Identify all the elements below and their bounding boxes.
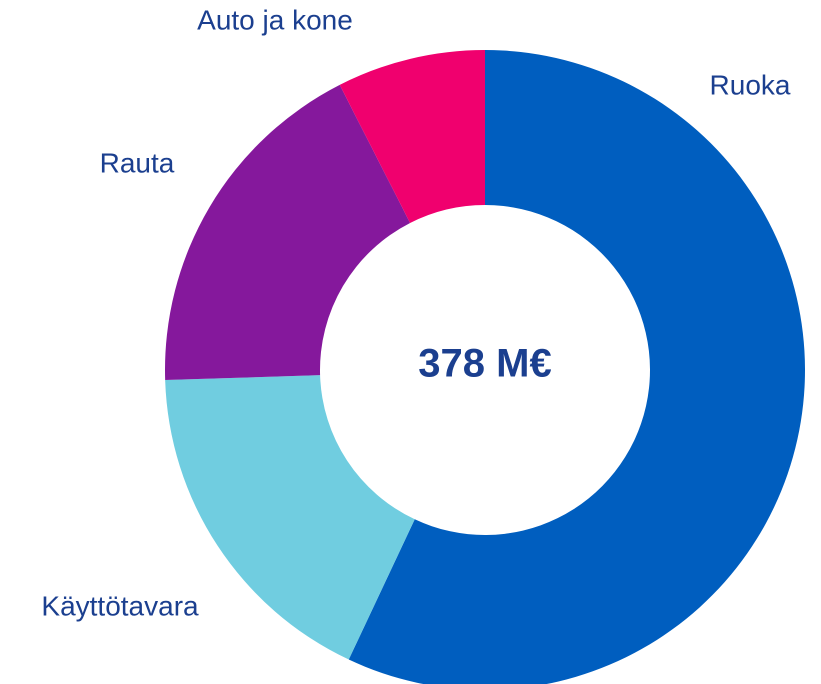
category-label: Ruoka (710, 69, 791, 100)
category-label: Auto ja kone (197, 4, 353, 35)
wedge (165, 375, 415, 660)
category-label: Käyttötavara (41, 590, 199, 621)
center-label: 378 M€ (418, 342, 551, 386)
wedge (348, 50, 805, 684)
wedges (165, 50, 805, 684)
wedge (339, 50, 485, 223)
wedge (165, 84, 411, 381)
category-label: Rauta (100, 147, 175, 178)
